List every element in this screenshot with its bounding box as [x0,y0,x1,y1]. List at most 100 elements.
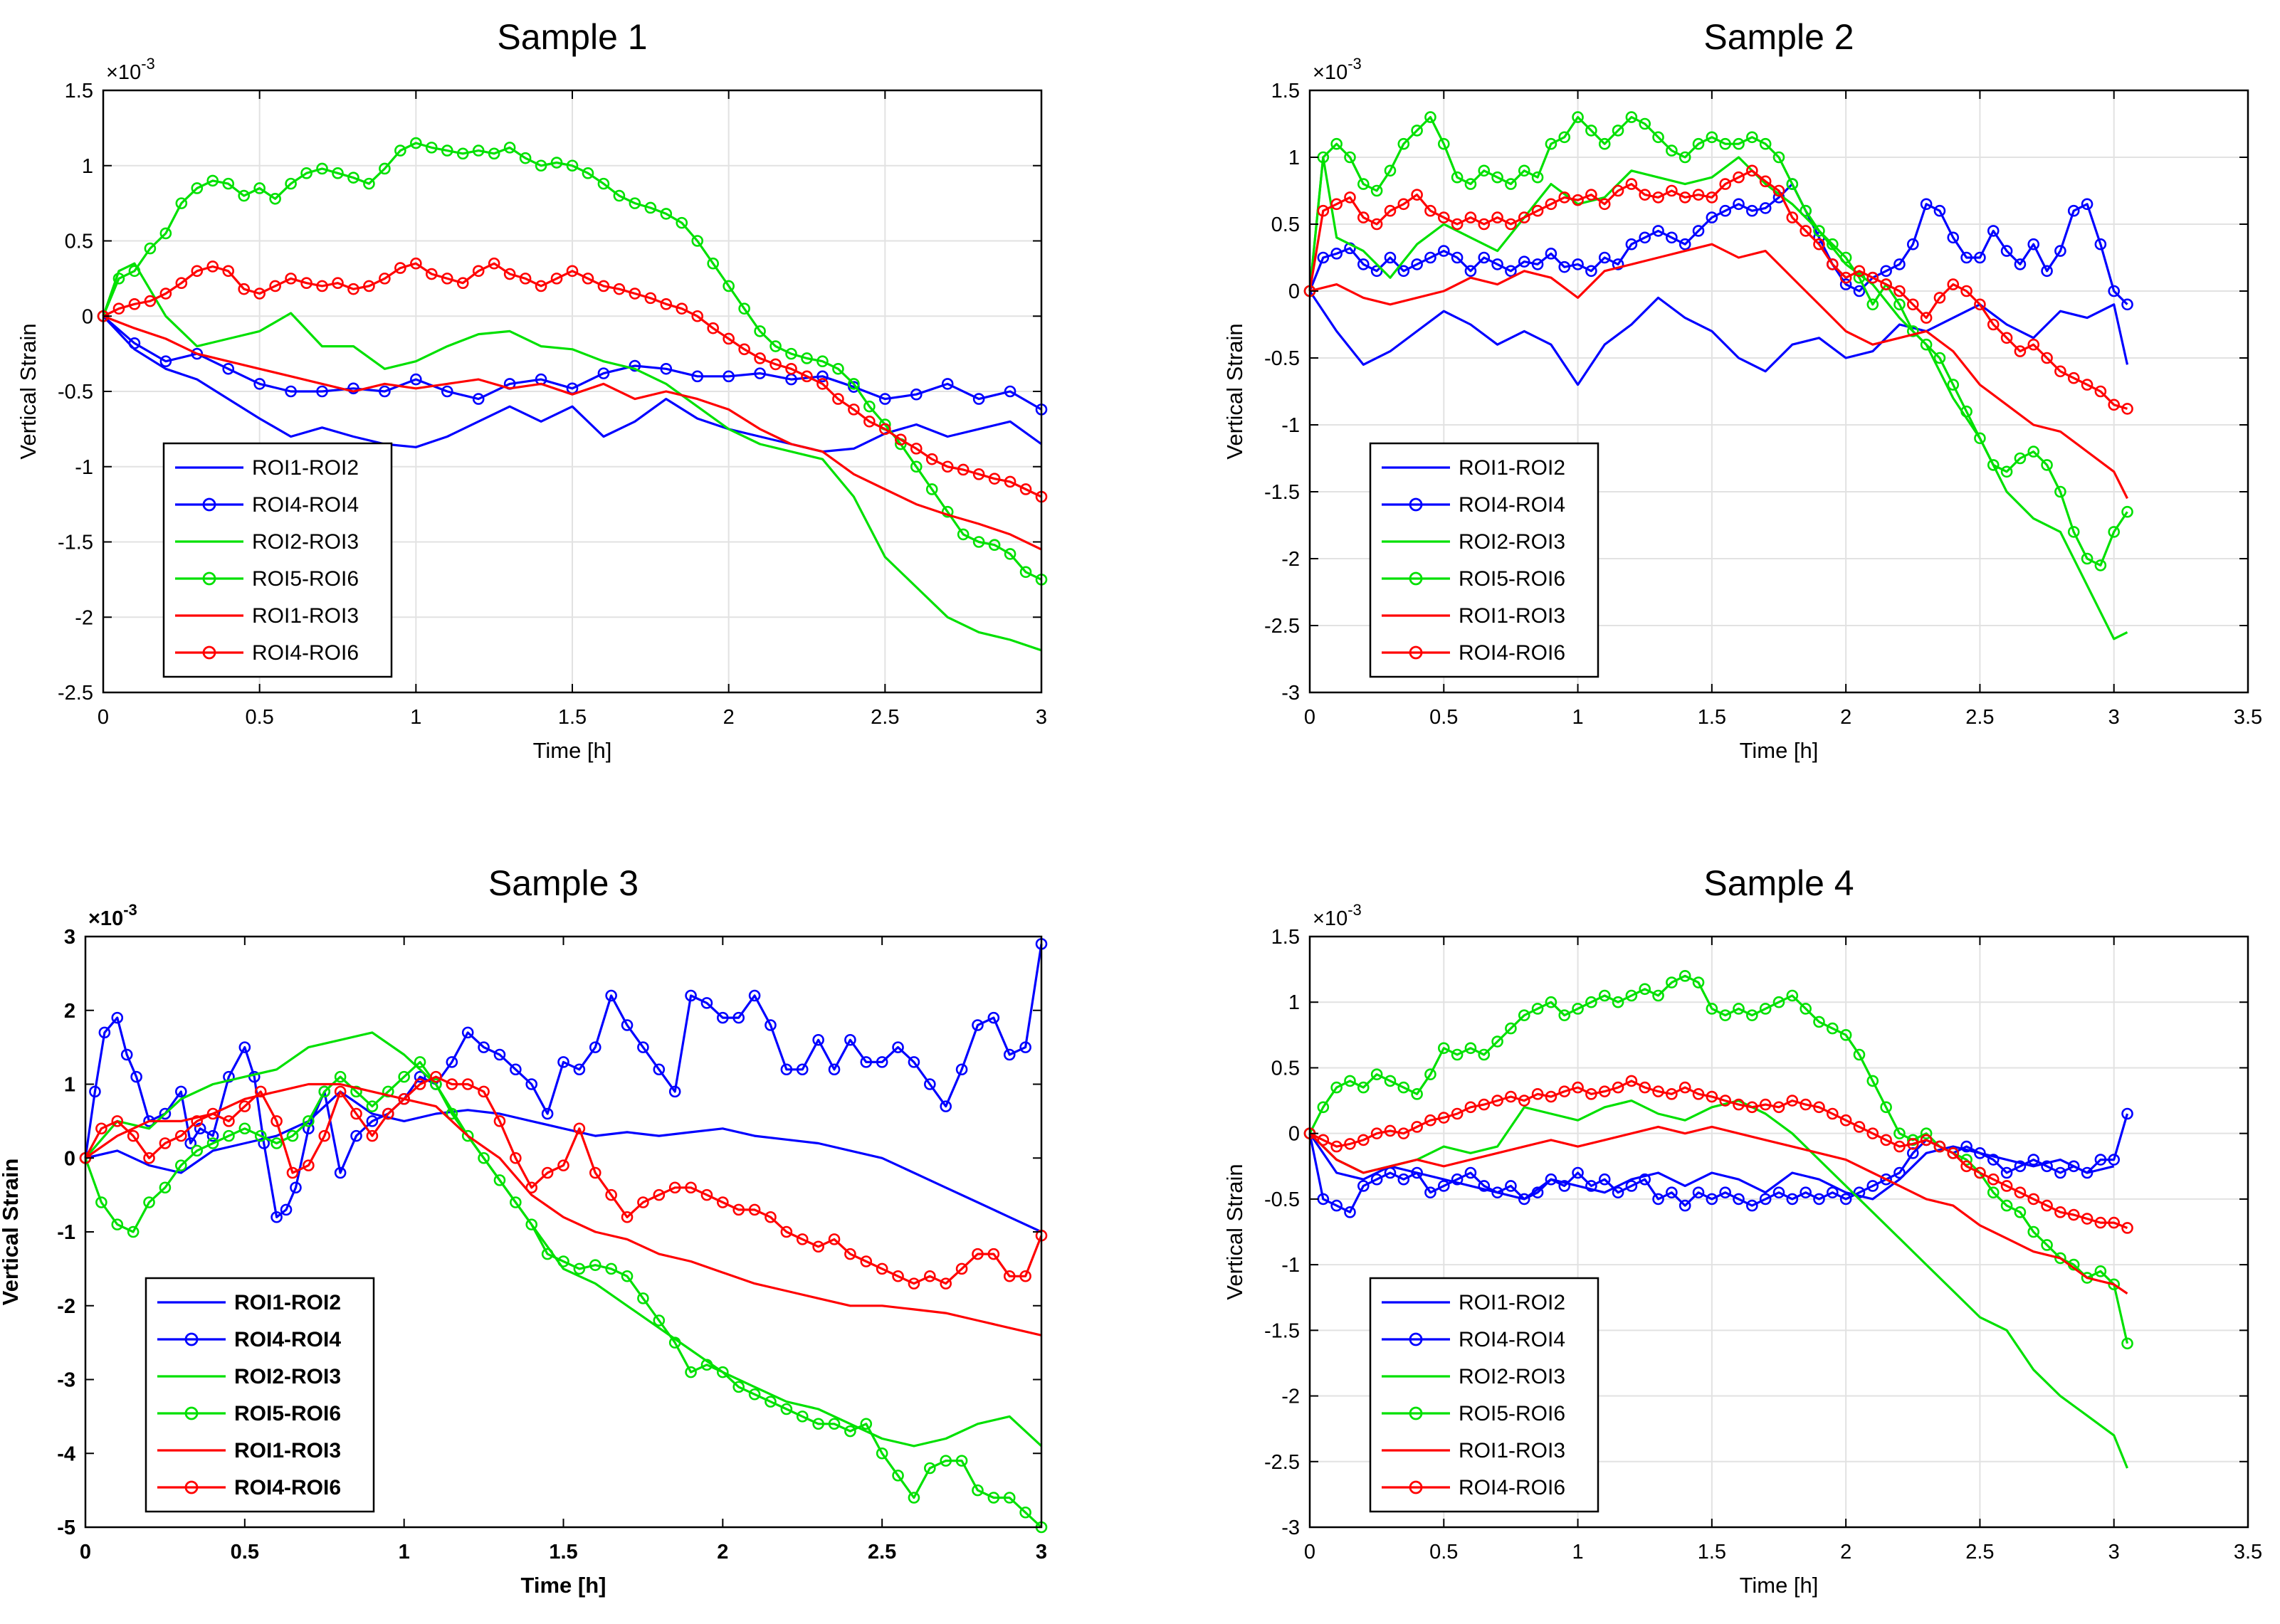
y-tick-label: -0.5 [1264,347,1300,370]
x-tick-label: 3 [2108,1541,2120,1564]
data-point-roi5-roi6 [550,157,563,169]
data-point-roi4-roi4 [910,388,923,401]
data-point-roi4-roi4 [1370,265,1383,278]
data-point-roi5-roi6 [112,273,125,285]
data-point-roi5-roi6 [111,1218,124,1230]
data-point-roi5-roi6 [1853,1048,1866,1061]
data-point-roi4-roi4 [660,362,673,375]
data-point-roi4-roi4 [1451,1173,1464,1186]
data-point-roi5-roi6 [461,1129,474,1142]
data-point-roi4-roi6 [1370,218,1383,231]
y-tick-label: 0 [1288,280,1300,303]
data-point-roi5-roi6 [456,147,469,160]
series-line-roi4-roi4 [84,944,1043,1218]
data-point-roi4-roi4 [1019,1041,1031,1053]
legend-entry: ROI4-ROI6 [234,1476,341,1499]
data-point-roi4-roi4 [253,378,266,390]
data-point-roi5-roi6 [1598,137,1611,150]
data-point-roi4-roi6 [988,473,1001,485]
data-point-roi5-roi6 [1370,184,1383,197]
data-point-roi4-roi6 [1585,189,1597,201]
data-point-roi4-roi6 [238,1100,251,1112]
data-point-roi5-roi6 [1518,164,1530,177]
legend-box [145,1277,375,1513]
data-point-roi5-roi6 [175,1159,187,1171]
data-point-roi4-roi4 [280,1203,293,1216]
data-point-roi5-roi6 [1424,111,1436,123]
data-point-roi4-roi6 [1505,1090,1517,1103]
legend-entry: ROI5-ROI6 [1459,1402,1565,1425]
data-point-roi5-roi6 [1772,151,1785,164]
data-point-roi4-roi4 [379,385,391,398]
data-point-roi4-roi4 [1759,202,1772,214]
data-point-roi4-roi6 [2094,1216,2107,1229]
data-point-roi5-roi6 [863,400,876,413]
data-point-roi5-roi6 [1786,989,1799,1002]
data-point-roi4-roi4 [668,1085,681,1098]
data-point-roi4-roi6 [2000,332,2013,344]
y-tick-label: -2 [1281,1386,1300,1408]
data-point-roi5-roi6 [143,1196,155,1208]
data-point-roi4-roi6 [1974,298,1986,311]
data-point-roi4-roi4 [605,989,617,1002]
data-point-roi5-roi6 [1451,171,1464,184]
data-point-roi5-roi6 [2014,1206,2027,1218]
data-point-roi4-roi6 [1491,211,1503,223]
data-point-roi4-roi6 [1451,1107,1464,1120]
data-point-roi4-roi4 [89,1085,101,1098]
data-point-roi4-roi4 [1505,265,1517,278]
data-point-roi5-roi6 [1920,338,1933,351]
data-point-roi4-roi6 [1558,191,1571,204]
data-point-roi5-roi6 [316,162,328,175]
y-axis-label: Vertical Strain [0,1159,23,1306]
x-axis-label: Time [h] [1740,738,1819,763]
x-tick-label: 1.5 [1698,1541,1726,1564]
chart-title: Sample 2 [1703,17,1854,57]
data-point-roi4-roi6 [863,415,876,428]
data-point-roi4-roi6 [1491,1095,1503,1107]
data-point-roi5-roi6 [1759,137,1772,150]
x-tick-label: 3.5 [2234,706,2262,729]
data-point-roi4-roi6 [668,1181,681,1194]
data-point-roi4-roi4 [2000,245,2013,257]
data-point-roi5-roi6 [1505,178,1517,190]
data-point-roi4-roi6 [159,1137,172,1149]
data-point-roi4-roi4 [748,989,761,1002]
data-point-roi5-roi6 [1960,405,1972,418]
data-point-roi4-roi6 [382,1107,394,1120]
y-tick-label: 0.5 [1271,213,1300,236]
data-point-roi4-roi6 [1478,1098,1491,1111]
data-point-roi4-roi6 [1625,1075,1638,1087]
data-point-roi5-roi6 [95,1196,107,1208]
data-point-roi5-roi6 [332,167,344,179]
data-point-roi5-roi6 [957,528,970,541]
data-point-roi4-roi4 [685,989,697,1002]
data-point-roi5-roi6 [128,265,141,278]
data-point-roi5-roi6 [644,201,657,214]
data-point-roi4-roi6 [456,277,469,290]
data-point-roi4-roi6 [1759,1098,1772,1111]
data-point-roi5-roi6 [972,1484,984,1497]
legend-swatch-marker [202,497,216,512]
x-tick-label: 2.5 [868,1541,896,1564]
data-point-roi5-roi6 [676,216,688,229]
data-point-roi5-roi6 [1545,137,1557,150]
data-point-roi4-roi6 [1719,178,1731,190]
data-point-roi4-roi6 [410,257,422,270]
data-point-roi4-roi6 [2041,352,2053,364]
data-point-roi5-roi6 [1813,225,1825,237]
data-point-roi4-roi4 [700,997,713,1009]
data-point-roi4-roi6 [2067,1208,2080,1221]
data-point-roi5-roi6 [1893,1127,1906,1139]
y-tick-label: -2 [57,1295,75,1318]
data-point-roi5-roi6 [582,167,594,179]
data-point-roi4-roi4 [159,355,172,368]
data-point-roi4-roi6 [832,393,844,405]
data-point-roi4-roi6 [2121,1222,2133,1234]
data-point-roi4-roi4 [1639,231,1651,244]
data-point-roi4-roi6 [541,1166,554,1179]
data-point-roi4-roi6 [1357,211,1370,223]
data-point-roi4-roi4 [1585,1180,1597,1192]
data-point-roi5-roi6 [1839,251,1852,264]
data-point-roi5-roi6 [1437,1042,1450,1055]
